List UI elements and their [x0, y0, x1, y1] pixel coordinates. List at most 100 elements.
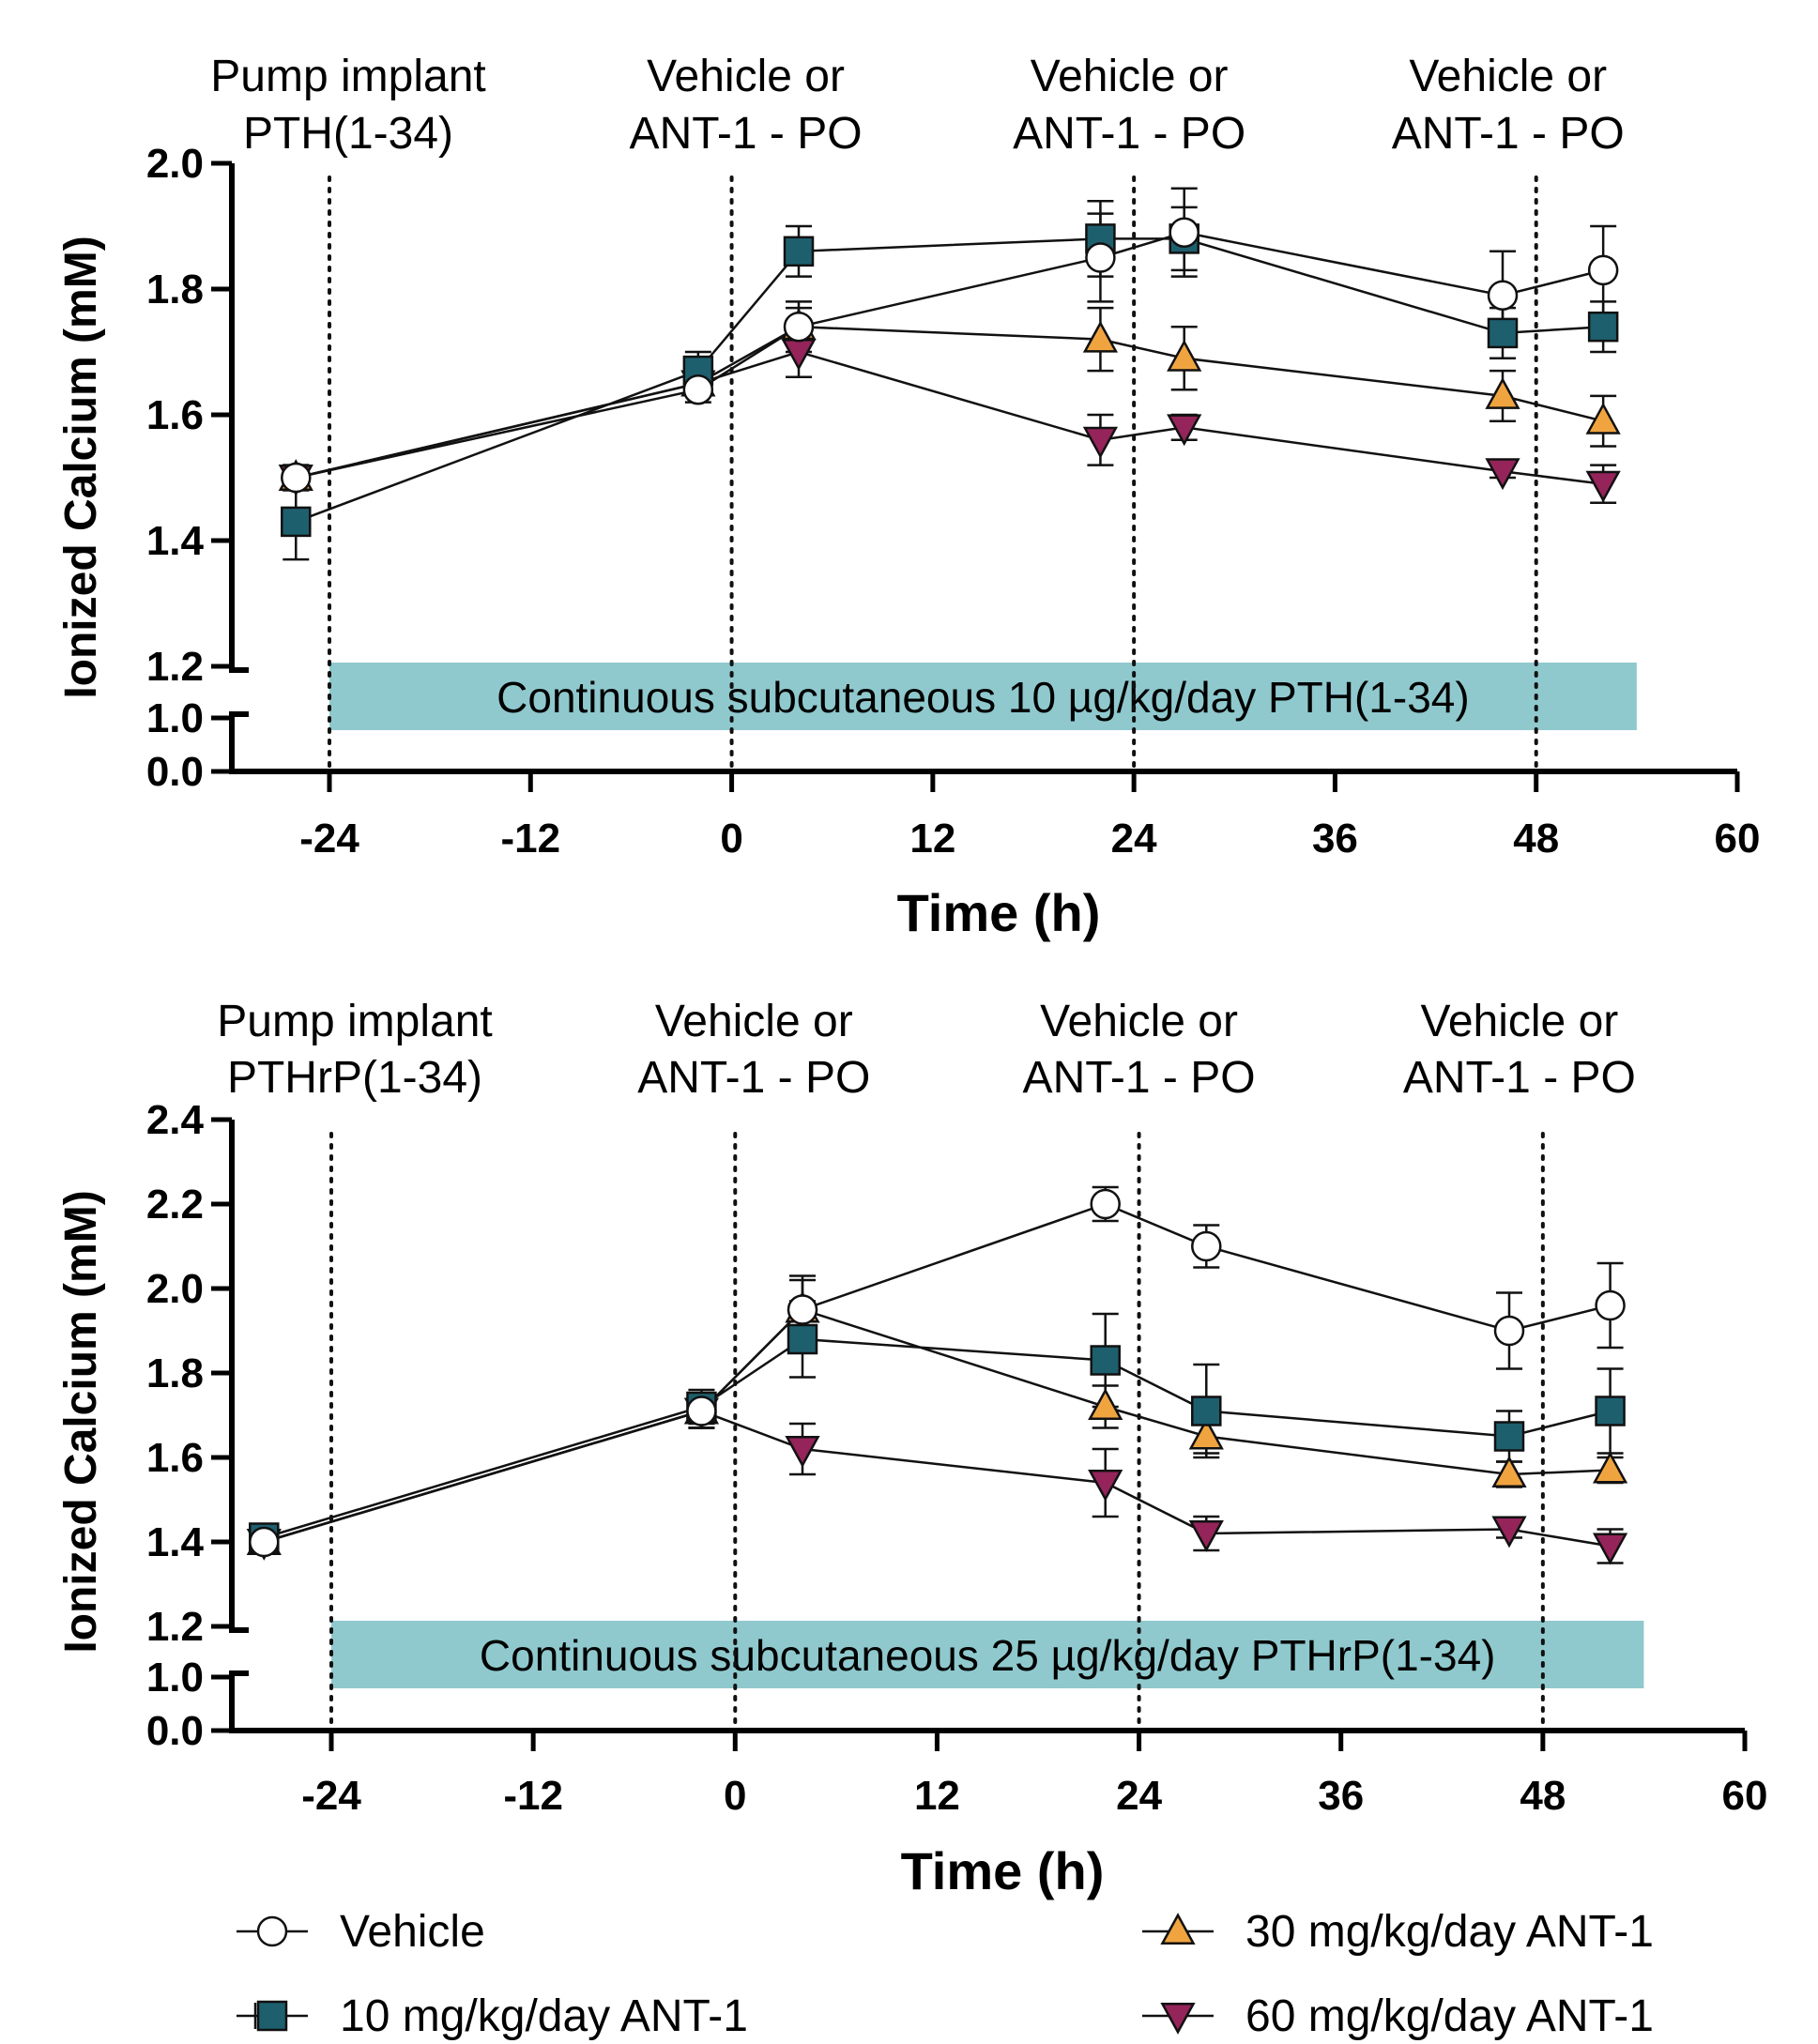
annotation-line-1: Vehicle or	[647, 52, 845, 101]
x-tick-label: -12	[503, 1773, 563, 1819]
legend-marker-triangle-down	[1160, 2003, 1196, 2035]
data-point	[1085, 242, 1116, 273]
data-point	[1485, 377, 1520, 409]
y-axis-label: Ionized Calcium (mM)	[56, 1190, 106, 1653]
panel-bottom: Continuous subcutaneous 25 µg/kg/day PTH…	[56, 997, 1767, 1900]
x-tick-label: 0	[720, 816, 742, 862]
data-point	[249, 1526, 280, 1558]
data-point	[1191, 1396, 1222, 1426]
data-point	[1587, 254, 1619, 286]
infusion-label: Continuous subcutaneous 10 µg/kg/day PTH…	[497, 673, 1470, 722]
data-point	[783, 311, 815, 343]
x-tick-label: 24	[1116, 1773, 1162, 1819]
annotation-line-2: ANT-1 - PO	[1392, 109, 1625, 159]
data-point	[1088, 1388, 1123, 1420]
data-point	[1090, 1188, 1121, 1220]
data-point	[1585, 470, 1621, 503]
infusion-bar	[329, 663, 1637, 730]
infusion-label: Continuous subcutaneous 25 µg/kg/day PTH…	[480, 1631, 1496, 1680]
data-point	[1167, 414, 1202, 447]
legend-label: 30 mg/kg/day ANT-1	[1245, 1907, 1654, 1957]
series-line	[296, 350, 1604, 485]
legend: Vehicle 30 mg/kg/day ANT-1 10 mg/kg/day AN…	[237, 1907, 1654, 2041]
panel-top: Continuous subcutaneous 10 µg/kg/day PTH…	[56, 52, 1760, 942]
x-tick-label: 48	[1513, 816, 1559, 862]
series-line	[296, 231, 1604, 480]
data-point	[1188, 1520, 1224, 1552]
series-line	[263, 1202, 1611, 1544]
legend-label: 60 mg/kg/day ANT-1	[1245, 1991, 1654, 2041]
series-line	[263, 1337, 1611, 1539]
x-tick-label: 36	[1312, 816, 1358, 862]
x-tick-label: -12	[500, 816, 560, 862]
y-tick-label: 0.0	[146, 749, 204, 795]
data-point	[1592, 1533, 1628, 1565]
data-point	[1595, 1289, 1626, 1321]
annotation-line-2: ANT-1 - PO	[630, 109, 863, 159]
data-point	[787, 1323, 818, 1355]
y-tick-label: 1.0	[146, 1655, 204, 1701]
y-tick-label: 2.4	[146, 1097, 205, 1143]
y-tick-label: 2.0	[146, 141, 204, 187]
data-point	[1191, 1230, 1222, 1262]
annotation-line-2: PTH(1-34)	[243, 109, 453, 159]
annotation-line-2: ANT-1 - PO	[637, 1053, 870, 1103]
x-axis-label: Time (h)	[901, 1841, 1105, 1900]
data-point	[1088, 1470, 1123, 1502]
data-point	[1493, 1421, 1525, 1452]
data-point	[785, 1436, 820, 1468]
annotation-line-2: ANT-1 - PO	[1023, 1053, 1256, 1103]
annotation-line-1: Vehicle or	[1409, 52, 1607, 101]
annotation-line-1: Vehicle or	[1031, 52, 1229, 101]
data-point	[1592, 1451, 1628, 1484]
data-point	[686, 1396, 717, 1426]
data-point	[281, 506, 312, 538]
annotation-line-1: Vehicle or	[655, 997, 853, 1046]
y-tick-label: 1.4	[146, 1519, 205, 1565]
x-tick-label: 36	[1318, 1773, 1364, 1819]
y-tick-label: 1.8	[146, 267, 204, 313]
annotation-line-1: Vehicle or	[1040, 997, 1238, 1046]
y-tick-label: 2.0	[146, 1266, 204, 1312]
data-point	[1188, 1417, 1224, 1450]
data-point	[682, 374, 714, 405]
infusion-bar	[331, 1621, 1644, 1688]
y-tick-label: 1.8	[146, 1350, 204, 1396]
data-point	[1487, 280, 1519, 311]
data-point	[1595, 1396, 1626, 1426]
y-tick-label: 2.2	[146, 1182, 204, 1228]
x-tick-label: 12	[909, 816, 955, 862]
data-point	[1082, 426, 1119, 459]
series-line	[295, 237, 1604, 524]
annotation-line-2: ANT-1 - PO	[1403, 1053, 1636, 1103]
data-point	[1090, 1345, 1121, 1376]
x-tick-label: 24	[1111, 816, 1157, 862]
series-line	[263, 1308, 1611, 1544]
series-line	[296, 325, 1604, 480]
x-tick-label: 60	[1722, 1773, 1768, 1819]
data-point	[1082, 320, 1119, 353]
y-tick-label: 1.0	[146, 695, 204, 741]
annotation-line-1: Pump implant	[217, 997, 492, 1046]
x-tick-label: 12	[914, 1773, 960, 1819]
x-axis-label: Time (h)	[897, 883, 1101, 942]
annotation-line-1: Pump implant	[210, 52, 485, 101]
annotation-line-1: Vehicle or	[1420, 997, 1618, 1046]
data-point	[1487, 317, 1519, 349]
legend-label: 10 mg/kg/day ANT-1	[340, 1991, 748, 2041]
data-point	[1493, 1315, 1525, 1347]
y-tick-label: 1.2	[146, 1604, 204, 1650]
x-tick-label: 0	[724, 1773, 746, 1819]
x-tick-label: 60	[1715, 816, 1761, 862]
data-point	[783, 236, 815, 267]
legend-marker-square	[256, 2000, 288, 2032]
y-tick-label: 1.4	[146, 518, 205, 564]
y-tick-label: 0.0	[146, 1708, 204, 1754]
data-point	[1169, 217, 1199, 248]
annotation-line-2: PTHrP(1-34)	[227, 1053, 482, 1103]
legend-marker-triangle-up	[1160, 1913, 1196, 1945]
data-point	[1485, 458, 1520, 491]
y-tick-label: 1.6	[146, 1435, 204, 1481]
data-point	[1167, 339, 1202, 372]
